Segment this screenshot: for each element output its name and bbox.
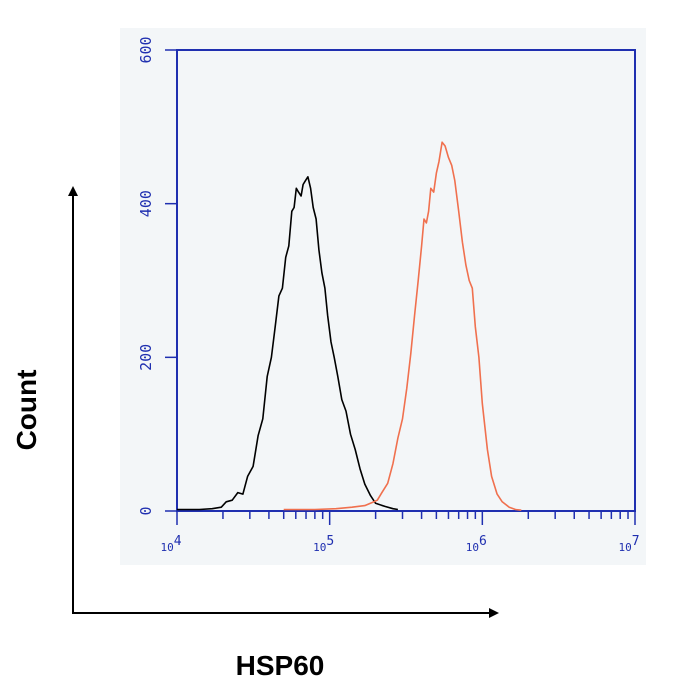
x-tick-label: 105 (313, 534, 334, 554)
series-layer (177, 141, 522, 511)
y-tick-label: 400 (137, 190, 155, 217)
x-tick-label: 106 (466, 534, 487, 554)
x-tick-label: 104 (160, 534, 181, 554)
plot-frame (176, 49, 636, 512)
y-tick-label: 0 (137, 506, 155, 515)
series-line-control (177, 176, 399, 511)
y-tick-label: 200 (137, 344, 155, 371)
series-line-stained (283, 141, 522, 511)
x-minor-ticks (222, 511, 629, 519)
y-axis-label: Count (11, 370, 42, 451)
x-axis-label: HSP60 (236, 650, 325, 681)
y-tick-label: 600 (137, 36, 155, 63)
y-ticks: 0 200 400 600 (137, 36, 177, 516)
x-major-ticks: 104 105 106 107 (160, 511, 640, 554)
x-tick-label: 107 (618, 534, 639, 554)
plot-panel-background (120, 28, 646, 565)
